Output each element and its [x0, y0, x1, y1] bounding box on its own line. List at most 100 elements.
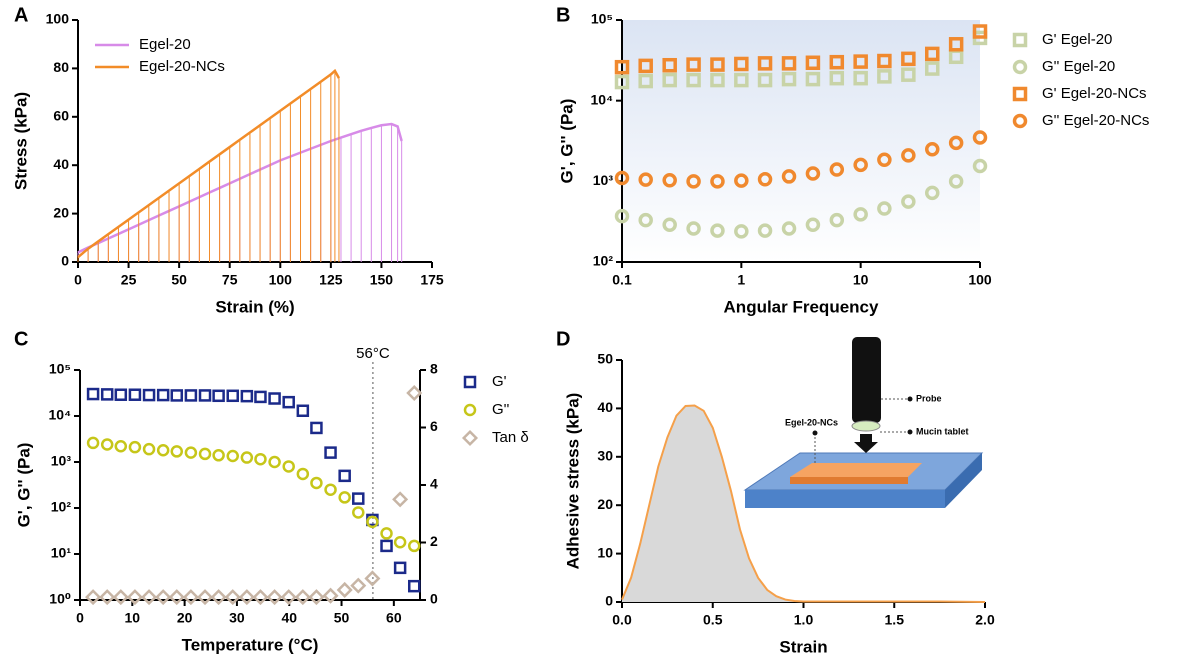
marker — [925, 46, 940, 62]
marker — [463, 375, 477, 389]
marker — [238, 589, 255, 606]
y-axis-label: G', G'' (Pa) — [557, 99, 576, 184]
y2-tick-label: 6 — [430, 418, 438, 434]
x-axis-label: Angular Frequency — [724, 297, 879, 316]
y-tick-label: 10² — [51, 499, 72, 515]
marker — [393, 536, 407, 549]
marker — [877, 152, 892, 168]
y-tick-label: 80 — [53, 59, 69, 75]
marker — [280, 589, 297, 606]
marker — [901, 194, 916, 209]
legend-label: G' — [492, 373, 507, 390]
x-tick-label: 0 — [76, 610, 84, 626]
marker — [877, 69, 892, 84]
marker — [901, 67, 916, 82]
marker — [406, 384, 423, 402]
x-axis-label: Strain (%) — [215, 297, 294, 316]
x-tick-label: 50 — [334, 610, 350, 626]
marker — [829, 54, 845, 70]
marker — [734, 224, 749, 239]
marker — [972, 24, 988, 39]
y-tick-label: 10² — [593, 253, 614, 269]
x-tick-label: 100 — [269, 272, 293, 288]
y-tick-label: 40 — [597, 399, 613, 415]
series-line — [77, 68, 341, 259]
marker — [112, 589, 129, 606]
marker — [99, 589, 116, 606]
marker — [155, 589, 172, 606]
y2-tick-label: 0 — [430, 591, 438, 607]
x-tick-label: 1.5 — [885, 612, 905, 628]
x-tick-label: 25 — [121, 272, 137, 288]
arrow — [854, 434, 878, 453]
marker — [407, 579, 421, 593]
marker — [662, 217, 677, 232]
x-tick-label: 40 — [281, 610, 297, 626]
marker — [266, 589, 283, 606]
marker — [198, 447, 212, 461]
leader-dot — [812, 430, 818, 436]
marker — [614, 170, 630, 186]
x-tick-label: 10 — [125, 610, 141, 626]
probe — [852, 337, 881, 423]
marker — [252, 589, 269, 606]
marker — [380, 527, 393, 540]
marker — [901, 148, 916, 163]
marker — [1012, 59, 1028, 75]
legend-label: Egel-20-NCs — [139, 58, 225, 75]
marker — [100, 438, 114, 451]
reference-label: 56°C — [356, 345, 390, 362]
x-tick-label: 30 — [229, 610, 245, 626]
y-tick-label: 10⁴ — [591, 91, 614, 107]
marker — [614, 74, 630, 90]
marker — [254, 390, 267, 404]
legend-label: G'' Egel-20-NCs — [1042, 112, 1149, 129]
x-tick-label: 10 — [853, 272, 869, 288]
marker — [366, 515, 379, 529]
leader-dot — [907, 396, 913, 402]
marker — [226, 389, 239, 403]
marker — [877, 53, 892, 69]
marker — [126, 589, 143, 606]
tablet-front — [790, 477, 908, 484]
marker — [407, 539, 421, 553]
y-tick-label: 10³ — [593, 172, 614, 188]
annotation: Egel-20-NCs — [785, 417, 838, 427]
slab-side — [945, 453, 982, 508]
y-tick-label: 10⁵ — [591, 11, 613, 27]
marker — [972, 130, 988, 145]
marker — [638, 172, 653, 187]
marker — [710, 223, 725, 238]
marker — [210, 589, 227, 606]
y-axis-label: Stress (kPa) — [11, 92, 30, 190]
x-tick-label: 20 — [177, 610, 193, 626]
y2-tick-label: 4 — [430, 476, 438, 492]
marker — [805, 71, 821, 87]
marker — [184, 446, 198, 459]
marker — [662, 173, 677, 188]
marker — [156, 444, 170, 457]
x-tick-label: 0.0 — [612, 612, 632, 628]
marker — [829, 212, 845, 228]
marker — [463, 403, 477, 417]
marker — [142, 388, 156, 402]
marker — [224, 589, 241, 606]
y-axis-label: G', G'' (Pa) — [14, 443, 33, 528]
marker — [85, 589, 102, 606]
y2-tick-label: 8 — [430, 361, 438, 377]
y-axis-label: Adhesive stress (kPa) — [563, 393, 582, 570]
marker — [338, 491, 351, 504]
marker — [638, 73, 653, 89]
y-tick-label: 10⁴ — [49, 407, 72, 423]
marker — [1012, 113, 1028, 129]
marker — [781, 56, 797, 71]
x-tick-label: 0 — [74, 272, 82, 288]
marker — [638, 58, 653, 74]
panel-letter: D — [556, 328, 570, 350]
y-tick-label: 10 — [597, 544, 613, 560]
marker — [182, 589, 199, 606]
x-tick-label: 1 — [737, 272, 745, 288]
y-tick-label: 10¹ — [51, 545, 72, 561]
marker — [853, 70, 868, 86]
marker — [805, 55, 821, 71]
